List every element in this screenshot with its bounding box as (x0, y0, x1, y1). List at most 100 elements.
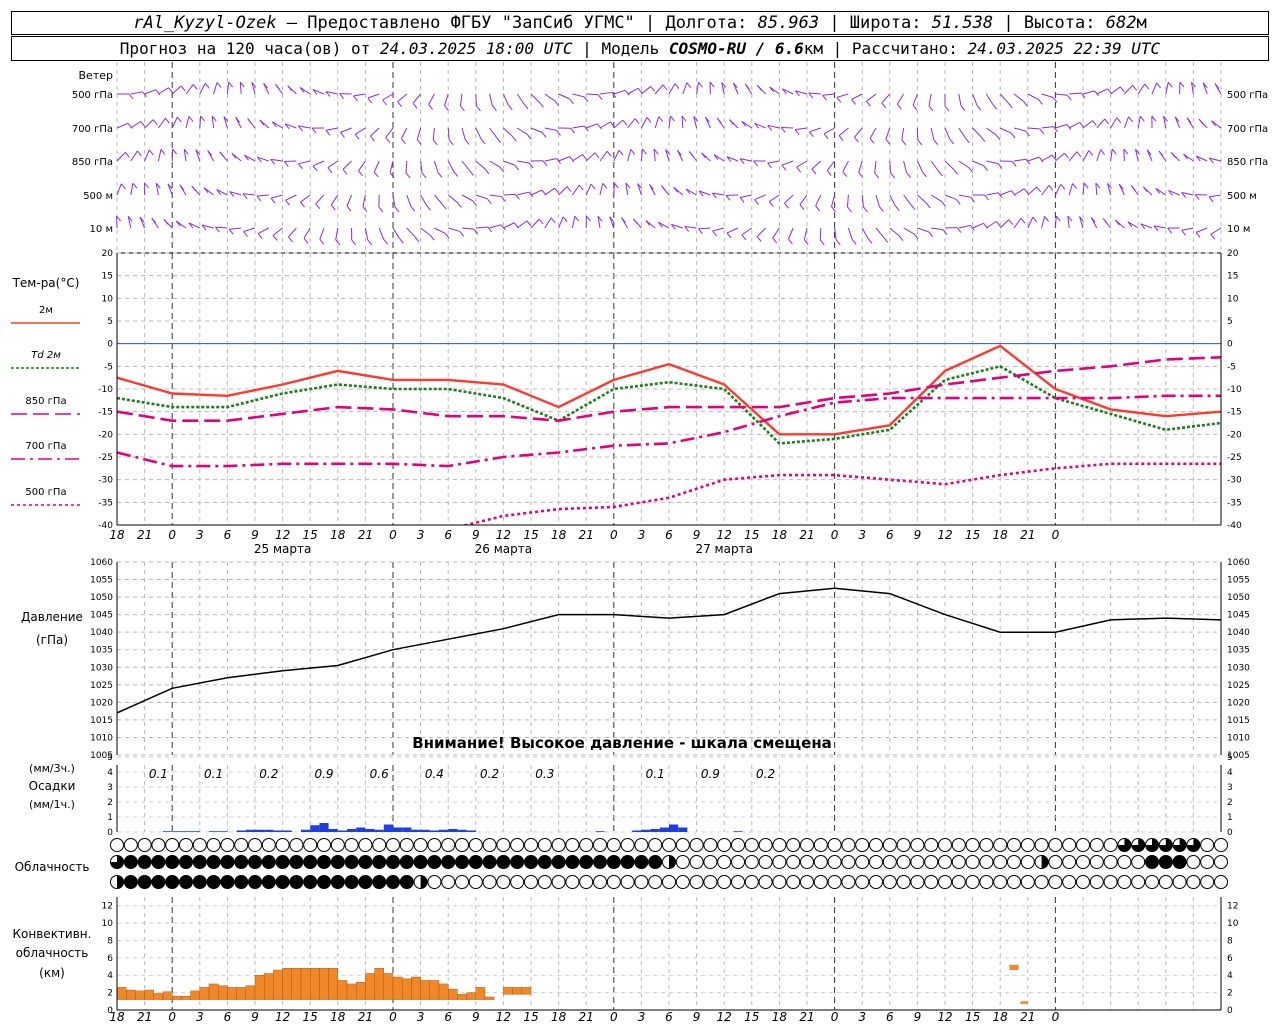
wind-barb-flag (721, 81, 727, 88)
wind-barb-flag (373, 171, 379, 178)
conv-bar (135, 990, 145, 1000)
wind-barb-flag (1142, 186, 1148, 193)
wind-barb-flag (1094, 90, 1099, 97)
wind-barb-flag (1055, 215, 1061, 222)
wind-barb (585, 183, 592, 196)
precip-3h-sum: 0.6 (370, 767, 389, 781)
model-label: Модель (601, 39, 660, 58)
cloud-symbol (427, 875, 442, 889)
cloud-circle (1048, 838, 1063, 852)
precip-tick-label-right: 2 (1227, 798, 1233, 808)
wind-barb (284, 123, 297, 129)
wind-barb-flag (235, 117, 241, 123)
time-tick-label: 9 (914, 528, 922, 542)
wind-barb (475, 93, 477, 107)
pressure-tick-label-left: 1040 (90, 628, 113, 638)
cloud-symbol (731, 875, 745, 889)
wind-barb-flag (885, 139, 891, 145)
wind-barb-flag (896, 103, 902, 110)
conv-bar (144, 989, 155, 1000)
precip-bar (632, 830, 642, 832)
wind-barb-flag (140, 121, 146, 127)
cloud-circle (869, 838, 883, 852)
wind-barb-flag (297, 125, 303, 132)
wind-barb-flag (1044, 216, 1049, 222)
wind-barb-flag (362, 206, 368, 213)
cloud-symbol (1076, 875, 1090, 889)
wind-barb (985, 93, 994, 105)
wind-barb (489, 127, 498, 138)
wind-barb-flag (492, 105, 497, 111)
cloud-symbol (1117, 855, 1132, 869)
temp-legend-label: 2м (39, 305, 53, 316)
cloud-circle (593, 838, 607, 852)
conv-bar (291, 968, 302, 1000)
wind-barb-flag (151, 217, 157, 224)
time-tick-label: 9 (693, 528, 701, 542)
cloud-symbol (772, 875, 787, 889)
wind-barb-flag (709, 81, 715, 88)
precip-bar (245, 829, 255, 832)
cloud-symbol (772, 855, 787, 869)
time-tick-label: 21 (579, 528, 594, 542)
wind-barb-flag (204, 82, 210, 89)
wind-barb-flag (127, 215, 133, 222)
cloud-symbol (468, 838, 483, 852)
time-tick-label: 3 (858, 1010, 866, 1024)
wind-barb (157, 149, 162, 162)
wind-barb (175, 220, 187, 229)
cloud-symbol (579, 838, 594, 852)
temp-tick-label-right: 10 (1227, 294, 1239, 304)
cloud-symbol (689, 875, 704, 889)
cloud-circle (1200, 855, 1215, 869)
wind-barb-flag (944, 105, 950, 112)
cloud-circle (675, 838, 690, 852)
wind-barb-flag (928, 231, 934, 238)
conv-tick-label-left: 0 (107, 1006, 113, 1016)
wind-barb (831, 194, 836, 207)
cloud-circle (938, 855, 952, 869)
wind-barb (889, 160, 892, 174)
cloud-circle (1158, 855, 1173, 869)
cloud-circle (123, 875, 138, 889)
cloud-circle (1089, 838, 1104, 852)
cloud-symbol (510, 855, 525, 869)
wind-barb-flag (132, 182, 138, 189)
cloud-three-quarter (110, 855, 124, 869)
wind-barb (530, 218, 540, 229)
cloud-symbol (165, 875, 180, 889)
cloud-half (117, 875, 124, 889)
wind-barb-flag (980, 136, 986, 142)
wind-barb-flag (649, 184, 654, 190)
time-tick-label: 18 (551, 1010, 567, 1024)
wind-barb-flag (472, 200, 477, 207)
altitude-label: Высота: (1023, 13, 1096, 33)
calc-label: Рассчитано: (851, 39, 958, 58)
wind-barb (1041, 93, 1054, 98)
cloud-symbol (372, 875, 387, 889)
wind-barb (530, 189, 543, 196)
wind-barb-flag (1191, 81, 1196, 88)
wind-barb-flag (312, 89, 318, 95)
cloud-symbol (634, 875, 649, 889)
time-tick-label: 6 (224, 1010, 232, 1024)
precip-3h-sum: 0.1 (149, 767, 168, 781)
wind-barb-flag (1072, 183, 1077, 189)
wind-barb (354, 127, 366, 135)
cloud-symbol (813, 875, 828, 889)
wind-barb (972, 160, 984, 167)
cloud-symbol (1103, 855, 1118, 869)
wind-barb-flag (511, 135, 517, 142)
wind-barb-flag (216, 82, 222, 88)
cloud-circle (841, 838, 856, 852)
conv-tick-label-right: 6 (1227, 954, 1233, 964)
cloud-symbol (482, 855, 497, 869)
wind-barb (572, 125, 585, 129)
cloud-symbol (275, 855, 290, 869)
pressure-tick-label-left: 1025 (90, 681, 113, 691)
wind-barb (459, 93, 463, 106)
wind-barb-flag (195, 149, 201, 155)
precip-3h-sum: 0.2 (480, 767, 499, 781)
cloud-circle (372, 855, 387, 869)
wind-barb (713, 154, 725, 162)
